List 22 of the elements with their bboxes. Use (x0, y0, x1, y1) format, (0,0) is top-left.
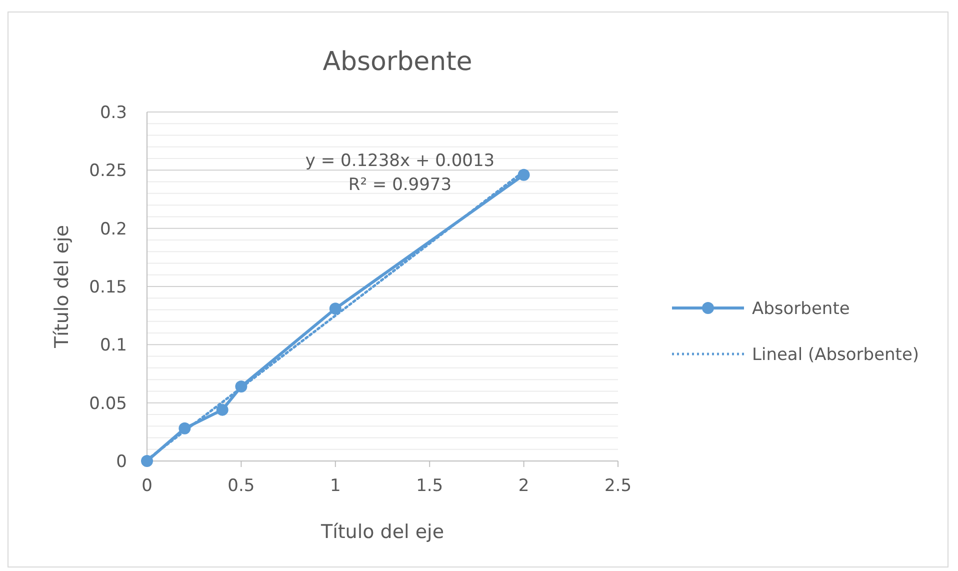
x-tick-label: 1 (330, 476, 341, 496)
x-tick-label: 2 (518, 476, 530, 496)
y-tick-label: 0.3 (100, 103, 127, 123)
y-tick-label: 0.05 (89, 394, 127, 414)
y-axis-title: Título del eje (51, 224, 73, 350)
point (216, 404, 228, 416)
chart-title: Absorbente (322, 47, 472, 77)
y-tick-label: 0.25 (89, 161, 127, 182)
x-tick-label: 0 (142, 476, 152, 496)
x-tick-label: 0.5 (228, 476, 255, 496)
x-tick-label: 2.5 (604, 476, 632, 496)
legend-label: Absorbente (752, 299, 850, 319)
legend-label: Lineal (Absorbente) (752, 345, 920, 365)
annotation: y = 0.1238x + 0.0013 (305, 151, 495, 171)
x-tick-label: 1.5 (416, 476, 444, 496)
y-tick-label: 0 (116, 452, 127, 472)
point (329, 302, 342, 315)
x-axis-title: Título del eje (320, 521, 444, 543)
annotation: R² = 0.9973 (348, 175, 452, 195)
y-tick-label: 0.15 (89, 278, 127, 298)
y-tick-label: 0.2 (100, 219, 127, 240)
y-tick-label: 0.1 (100, 336, 127, 356)
